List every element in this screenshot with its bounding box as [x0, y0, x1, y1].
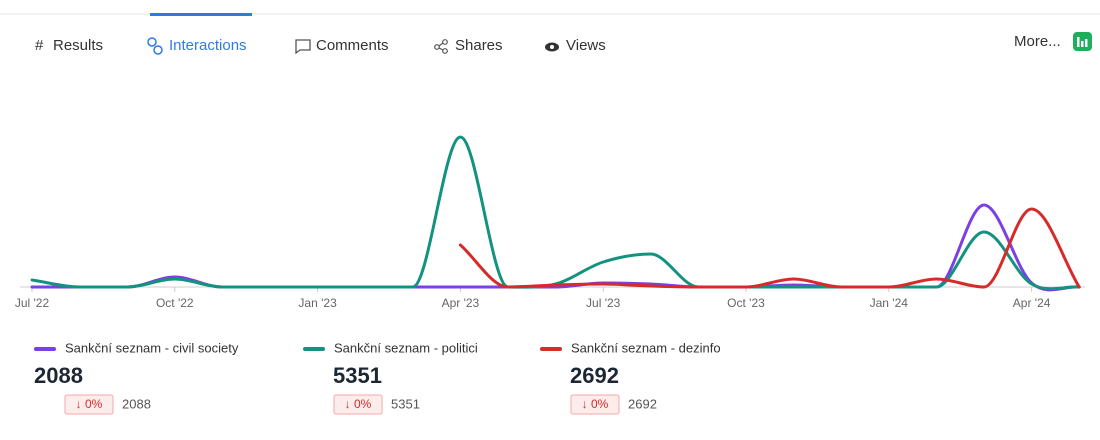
change-badge [570, 394, 620, 415]
total: 5351 [333, 363, 382, 388]
series-line [30, 203, 1081, 292]
tab[interactable]: Views [566, 37, 606, 54]
x-tick-label: Oct '23 [727, 296, 765, 310]
more-button[interactable]: More... [1014, 33, 1061, 50]
series-line [30, 135, 1081, 291]
x-tick-label: Jul '22 [15, 296, 50, 310]
tabs: # Results Interactions Comments Shares V… [35, 37, 606, 55]
x-tick-label: Apr '24 [1013, 296, 1051, 310]
more-icon-bars [1077, 37, 1088, 47]
tab[interactable]: Interactions [169, 37, 247, 54]
previous: 2088 [122, 396, 151, 411]
previous: 2692 [628, 396, 657, 411]
legend-label: Sankční seznam - civil society [65, 340, 239, 355]
x-tick-label: Jul '23 [586, 296, 621, 310]
previous: 5351 [391, 396, 420, 411]
shares-icon [434, 39, 448, 54]
hash-icon: # [35, 37, 44, 54]
tab[interactable]: Comments [316, 37, 389, 54]
legend: Sankční seznam - civil society 2088 ↓ 0% 20… [34, 340, 721, 415]
x-tick-label: Oct '22 [156, 296, 194, 310]
comments-icon [295, 39, 311, 55]
interactions-icon [153, 45, 163, 55]
series-line [458, 207, 1081, 289]
change: ↓ 0% [345, 397, 372, 411]
x-tick-label: Jan '24 [870, 296, 909, 310]
change-badge [64, 394, 114, 415]
active-indicator [150, 13, 252, 16]
legend-label: Sankční seznam - politici [334, 340, 478, 355]
interactions-icon [147, 37, 157, 47]
views-icon [550, 45, 554, 49]
tab[interactable]: Results [53, 37, 103, 54]
legend-label: Sankční seznam - dezinfo [571, 340, 721, 355]
tab[interactable]: Shares [455, 37, 503, 54]
change: ↓ 0% [76, 397, 103, 411]
x-tick-label: Apr '23 [442, 296, 480, 310]
x-tick-label: Jan '23 [298, 296, 337, 310]
total: 2692 [570, 363, 619, 388]
plot: Jul '22 Oct '22 Jan '23 Apr '23 Jul '23 Oct '… [15, 135, 1081, 310]
total: 2088 [34, 363, 83, 388]
change-badge [333, 394, 383, 415]
change: ↓ 0% [582, 397, 609, 411]
